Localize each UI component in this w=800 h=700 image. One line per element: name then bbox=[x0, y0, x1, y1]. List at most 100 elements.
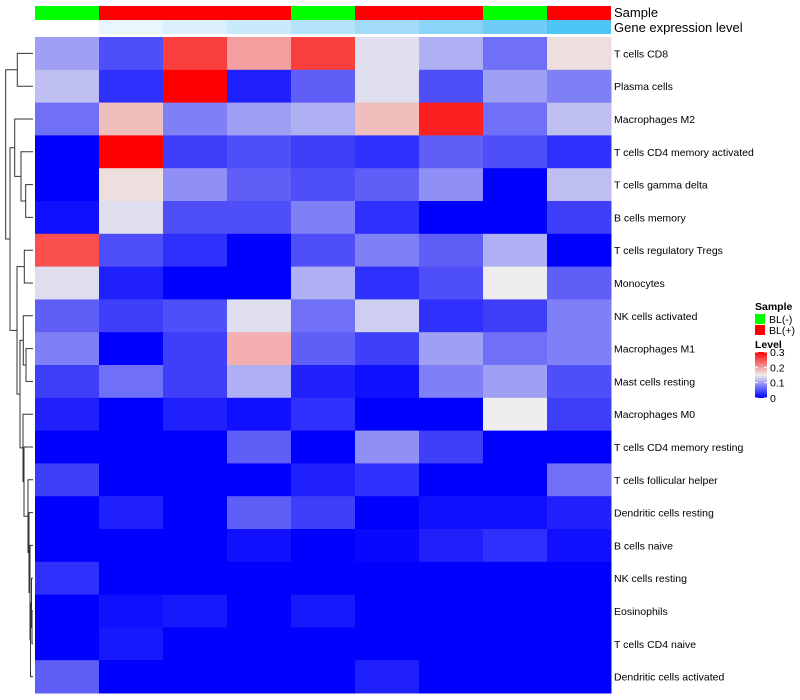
heatmap-cell bbox=[483, 496, 548, 530]
heatmap-cell bbox=[227, 201, 292, 235]
heatmap-cell bbox=[227, 627, 292, 661]
heatmap-cell bbox=[419, 201, 484, 235]
heatmap-cell bbox=[419, 463, 484, 497]
heatmap-cell bbox=[291, 201, 356, 235]
row-label: Macrophages M2 bbox=[614, 114, 695, 126]
dendrogram-branch bbox=[25, 184, 33, 218]
heatmap-cell bbox=[35, 102, 100, 136]
heatmap-cell bbox=[547, 561, 612, 596]
dendrogram-branch bbox=[22, 315, 33, 366]
heatmap-cell bbox=[291, 430, 356, 464]
heatmap-cell bbox=[35, 135, 100, 169]
sample-annotation-cell bbox=[99, 6, 163, 20]
gene-expression-annotation-cell bbox=[547, 20, 611, 34]
heatmap-cell bbox=[419, 496, 484, 530]
row-label: Monocytes bbox=[614, 278, 665, 290]
heatmap-cell bbox=[547, 529, 612, 563]
row-label: Plasma cells bbox=[614, 81, 673, 93]
heatmap-cell bbox=[99, 397, 164, 432]
heatmap-cell bbox=[99, 561, 164, 596]
heatmap-cell bbox=[99, 69, 164, 104]
heatmap-cell bbox=[547, 102, 612, 136]
heatmap-cell bbox=[483, 102, 548, 136]
heatmap-cell bbox=[355, 561, 420, 596]
colorbar-tick-label: 0.1 bbox=[770, 378, 785, 390]
gene-expression-annotation-cell bbox=[355, 20, 419, 34]
heatmap-cell bbox=[355, 594, 420, 628]
sample-annotation-cell bbox=[163, 6, 227, 20]
heatmap-cell bbox=[355, 201, 420, 235]
heatmap-cell bbox=[483, 233, 548, 268]
sample-annotation-cell bbox=[547, 6, 611, 20]
heatmap-cell bbox=[483, 135, 548, 169]
row-label: NK cells resting bbox=[614, 573, 687, 585]
heatmap-cell bbox=[291, 627, 356, 661]
heatmap-cell bbox=[355, 430, 420, 464]
heatmap-cell bbox=[291, 463, 356, 497]
heatmap-cell bbox=[227, 660, 292, 694]
colorbar-tick-label: 0 bbox=[770, 393, 776, 405]
dendrogram-branch bbox=[31, 610, 33, 645]
heatmap-cell bbox=[35, 69, 100, 104]
heatmap-cell bbox=[355, 529, 420, 563]
heatmap-cell bbox=[35, 594, 100, 628]
heatmap-cell bbox=[291, 594, 356, 628]
heatmap-cell bbox=[547, 135, 612, 169]
heatmap-cell bbox=[227, 529, 292, 563]
heatmap-cell bbox=[355, 299, 420, 333]
heatmap-cell bbox=[483, 69, 548, 104]
heatmap-cell bbox=[483, 529, 548, 563]
heatmap-cell bbox=[483, 365, 548, 399]
heatmap-cell bbox=[547, 660, 612, 694]
heatmap-cell bbox=[419, 660, 484, 694]
heatmap-cell bbox=[419, 561, 484, 596]
heatmap-cell bbox=[355, 463, 420, 497]
heatmap-cell bbox=[419, 168, 484, 202]
heatmap-cell bbox=[35, 463, 100, 497]
heatmap-cell bbox=[163, 266, 228, 300]
heatmap-cell bbox=[227, 365, 292, 399]
heatmap-cell bbox=[227, 332, 292, 366]
heatmap-cell bbox=[227, 594, 292, 628]
heatmap-cell bbox=[99, 299, 164, 333]
heatmap-cell bbox=[355, 266, 420, 300]
row-label: Dendritic cells activated bbox=[614, 672, 724, 684]
gene-expression-annotation-cell bbox=[99, 20, 163, 34]
heatmap-cell bbox=[483, 37, 548, 71]
dendrogram-branch bbox=[5, 69, 18, 240]
heatmap-cell bbox=[483, 561, 548, 596]
heatmap-cell bbox=[163, 660, 228, 694]
heatmap-cell bbox=[163, 233, 228, 268]
heatmap-cell bbox=[547, 430, 612, 464]
heatmap-cell bbox=[483, 430, 548, 464]
heatmap-cell bbox=[99, 463, 164, 497]
heatmap-cell bbox=[163, 529, 228, 563]
heatmap-cell bbox=[163, 299, 228, 333]
heatmap-cell bbox=[419, 37, 484, 71]
gene-expression-annotation-cell bbox=[419, 20, 483, 34]
heatmap-cell bbox=[99, 37, 164, 71]
heatmap-cell bbox=[35, 332, 100, 366]
heatmap-cell bbox=[99, 627, 164, 661]
heatmap-cell bbox=[419, 69, 484, 104]
heatmap-cell bbox=[547, 201, 612, 235]
heatmap-cell bbox=[419, 365, 484, 399]
sample-annotation-label: Sample bbox=[614, 5, 658, 20]
colorbar-tick-label: 0.2 bbox=[770, 362, 785, 374]
heatmap-cell bbox=[291, 135, 356, 169]
heatmap-cell bbox=[99, 496, 164, 530]
heatmap-cell bbox=[483, 332, 548, 366]
heatmap-cell bbox=[35, 266, 100, 300]
heatmap-cell bbox=[291, 529, 356, 563]
row-label: Macrophages M1 bbox=[614, 344, 695, 356]
heatmap-cell bbox=[291, 496, 356, 530]
heatmap-cell bbox=[99, 529, 164, 563]
heatmap-cell bbox=[419, 332, 484, 366]
dendrogram-branch bbox=[23, 249, 33, 284]
row-label: T cells CD4 memory activated bbox=[614, 147, 754, 159]
heatmap-cell bbox=[547, 168, 612, 202]
row-label: NK cells activated bbox=[614, 311, 698, 323]
gene-expression-annotation-cell bbox=[163, 20, 227, 34]
heatmap-cell bbox=[291, 299, 356, 333]
heatmap-cell bbox=[227, 168, 292, 202]
